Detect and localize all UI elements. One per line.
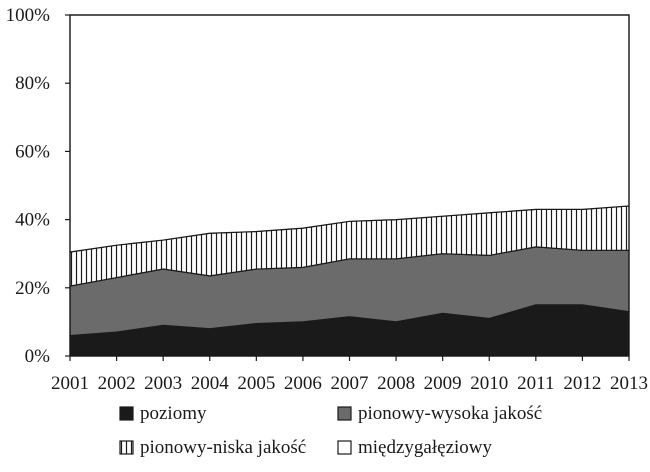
legend-swatch: [337, 406, 352, 421]
series-areas: [69, 14, 630, 357]
y-axis-ticks: 0% 20% 40% 60% 80% 100%: [6, 5, 70, 367]
x-tick-label: 2009: [424, 373, 462, 394]
y-tick-label: 100%: [6, 5, 51, 26]
x-axis-ticks: 2001 2002 2003 2004 2005 2006 2007 2008 2009 2010…: [51, 356, 648, 394]
legend-label: międzygałęziowy: [358, 437, 493, 458]
legend-label: pionowy-wysoka jakość: [358, 403, 542, 424]
x-tick-label: 2007: [331, 373, 369, 394]
x-tick-label: 2010: [470, 373, 508, 394]
legend-swatch: [119, 440, 134, 455]
y-tick-label: 20%: [15, 278, 50, 299]
legend-label: poziomy: [140, 403, 207, 424]
x-tick-label: 2003: [144, 373, 182, 394]
x-tick-label: 2012: [563, 373, 601, 394]
legend: poziomy pionowy-wysoka jakość pionowy-nisk…: [119, 403, 542, 458]
legend-swatch: [119, 406, 134, 421]
x-tick-label: 2013: [610, 373, 648, 394]
y-tick-label: 40%: [15, 210, 50, 231]
x-tick-label: 2001: [51, 373, 89, 394]
legend-label: pionowy-niska jakość: [140, 437, 306, 458]
x-tick-label: 2006: [284, 373, 322, 394]
x-tick-label: 2002: [98, 373, 136, 394]
legend-swatch: [337, 440, 352, 455]
x-tick-label: 2004: [191, 373, 230, 394]
x-tick-label: 2008: [377, 373, 415, 394]
x-tick-label: 2005: [237, 373, 275, 394]
x-tick-label: 2011: [517, 373, 554, 394]
y-tick-label: 0%: [25, 346, 51, 367]
y-tick-label: 60%: [15, 141, 50, 162]
y-tick-label: 80%: [15, 73, 50, 94]
